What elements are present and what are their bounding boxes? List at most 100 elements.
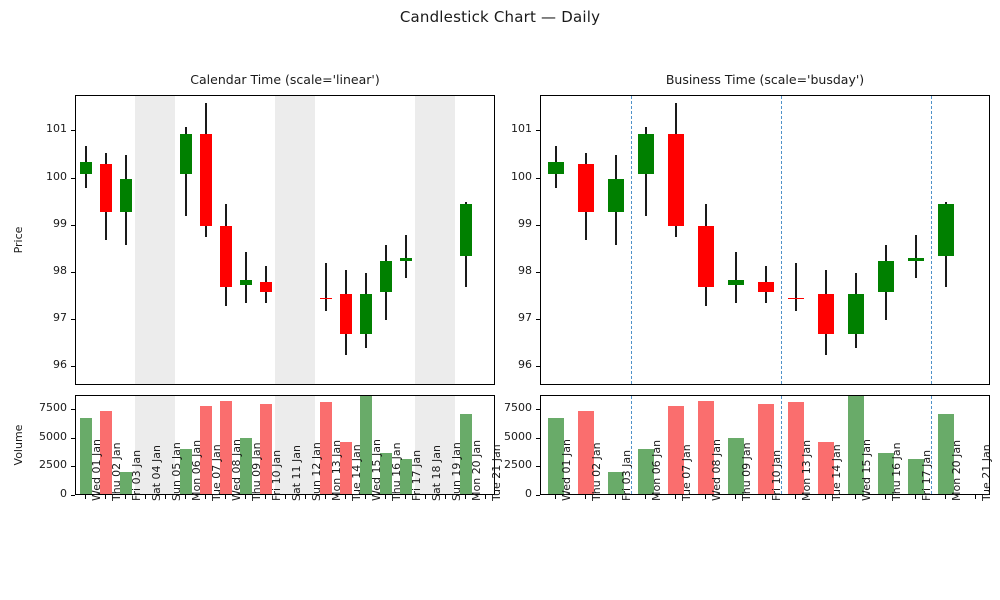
left-price-ytick-mark bbox=[71, 366, 75, 368]
right-price-ytick-mark bbox=[536, 130, 540, 132]
left-price-ytick-label: 97 bbox=[53, 310, 67, 324]
candle-body bbox=[728, 279, 744, 285]
right-price-ytick-mark bbox=[536, 366, 540, 368]
right-xtick-mark bbox=[885, 495, 886, 499]
right-volume-panel bbox=[540, 395, 990, 495]
left-price-ytick-mark bbox=[71, 130, 75, 132]
volume-bar bbox=[578, 411, 594, 494]
volume-bar bbox=[938, 413, 954, 494]
candle-body bbox=[399, 257, 413, 262]
left-price-ytick-mark bbox=[71, 224, 75, 226]
left-volume-ytick-mark bbox=[71, 466, 75, 468]
volume-bar bbox=[259, 403, 273, 494]
volume-bar bbox=[379, 452, 393, 494]
candle-body bbox=[938, 204, 954, 257]
candle-body bbox=[219, 225, 233, 287]
left-xtick-mark bbox=[385, 495, 386, 499]
left-xtick-mark bbox=[145, 495, 146, 499]
right-price-ytick-mark bbox=[536, 177, 540, 179]
left-volume-ytick-label: 5000 bbox=[39, 429, 67, 443]
right-xtick-mark bbox=[585, 495, 586, 499]
left-xtick-mark bbox=[345, 495, 346, 499]
volume-bar bbox=[908, 458, 924, 494]
volume-bar bbox=[668, 405, 684, 494]
right-volume-ytick-mark bbox=[536, 408, 540, 410]
candle-body bbox=[878, 261, 894, 292]
candle-body bbox=[179, 133, 193, 174]
left-xtick-mark bbox=[205, 495, 206, 499]
left-xtick-mark bbox=[465, 495, 466, 499]
left-price-ytick-label: 101 bbox=[46, 122, 67, 136]
right-price-ytick-mark bbox=[536, 318, 540, 320]
left-xtick-mark bbox=[165, 495, 166, 499]
right-xtick-mark bbox=[615, 495, 616, 499]
left-price-ytick-label: 98 bbox=[53, 263, 67, 277]
right-volume-ytick-label: 7500 bbox=[504, 400, 532, 414]
candle-body bbox=[578, 164, 594, 212]
left-xtick-mark bbox=[105, 495, 106, 499]
left-price-ytick-label: 100 bbox=[46, 169, 67, 183]
right-xtick-mark bbox=[795, 495, 796, 499]
volume-bar bbox=[548, 418, 564, 494]
right-price-panel bbox=[540, 95, 990, 385]
right-price-ytick-label: 101 bbox=[511, 122, 532, 136]
volume-bar bbox=[698, 400, 714, 494]
left-price-axis-label: Price bbox=[12, 226, 25, 254]
candle-body bbox=[668, 133, 684, 226]
left-volume-panel bbox=[75, 395, 495, 495]
left-volume-ytick-mark bbox=[71, 495, 75, 496]
volume-bar bbox=[638, 449, 654, 494]
volume-bar bbox=[728, 437, 744, 494]
volume-bar bbox=[339, 442, 353, 494]
volume-bar bbox=[219, 400, 233, 494]
volume-bar bbox=[399, 458, 413, 494]
right-xtick-mark bbox=[705, 495, 706, 499]
weekend-shading-band bbox=[135, 396, 175, 494]
right-volume-ytick-label: 0 bbox=[525, 487, 532, 500]
candle-wick bbox=[795, 263, 797, 311]
right-xtick-mark bbox=[975, 495, 976, 499]
right-xtick-mark bbox=[645, 495, 646, 499]
left-xtick-mark bbox=[85, 495, 86, 499]
right-volume-ytick-label: 2500 bbox=[504, 458, 532, 472]
left-xtick-mark bbox=[325, 495, 326, 499]
volume-bar bbox=[119, 472, 133, 494]
left-price-ytick-label: 99 bbox=[53, 216, 67, 230]
right-price-ytick-label: 96 bbox=[518, 358, 532, 372]
right-price-ytick-mark bbox=[536, 271, 540, 273]
volume-bar bbox=[359, 396, 373, 494]
candle-body bbox=[698, 225, 714, 287]
volume-bar bbox=[848, 396, 864, 494]
left-volume-ytick-mark bbox=[71, 437, 75, 439]
right-volume-ytick-mark bbox=[536, 466, 540, 468]
candle-body bbox=[638, 133, 654, 174]
right-price-ytick-label: 97 bbox=[518, 310, 532, 324]
volume-bar bbox=[878, 452, 894, 494]
left-volume-ytick-label: 0 bbox=[60, 487, 67, 500]
candle-wick bbox=[245, 251, 247, 304]
candle-body bbox=[908, 257, 924, 262]
left-price-ytick-label: 96 bbox=[53, 358, 67, 372]
left-xtick-mark bbox=[445, 495, 446, 499]
right-xtick-mark bbox=[825, 495, 826, 499]
candle-body bbox=[99, 164, 113, 212]
weekend-shading-band bbox=[135, 96, 175, 384]
right-xtick-mark bbox=[555, 495, 556, 499]
left-price-ytick-mark bbox=[71, 271, 75, 273]
volume-bar bbox=[239, 437, 253, 494]
candle-body bbox=[259, 282, 273, 292]
left-volume-ytick-mark bbox=[71, 408, 75, 410]
left-xtick-mark bbox=[285, 495, 286, 499]
candle-body bbox=[608, 178, 624, 212]
left-xtick-mark bbox=[265, 495, 266, 499]
right-xtick-mark bbox=[915, 495, 916, 499]
candle-body bbox=[758, 282, 774, 292]
candle-wick bbox=[325, 263, 327, 311]
left-volume-ytick-label: 2500 bbox=[39, 458, 67, 472]
candle-body bbox=[848, 294, 864, 335]
candle-body bbox=[459, 204, 473, 257]
left-price-ytick-mark bbox=[71, 177, 75, 179]
volume-bar bbox=[788, 402, 804, 494]
right-volume-ytick-mark bbox=[536, 495, 540, 496]
